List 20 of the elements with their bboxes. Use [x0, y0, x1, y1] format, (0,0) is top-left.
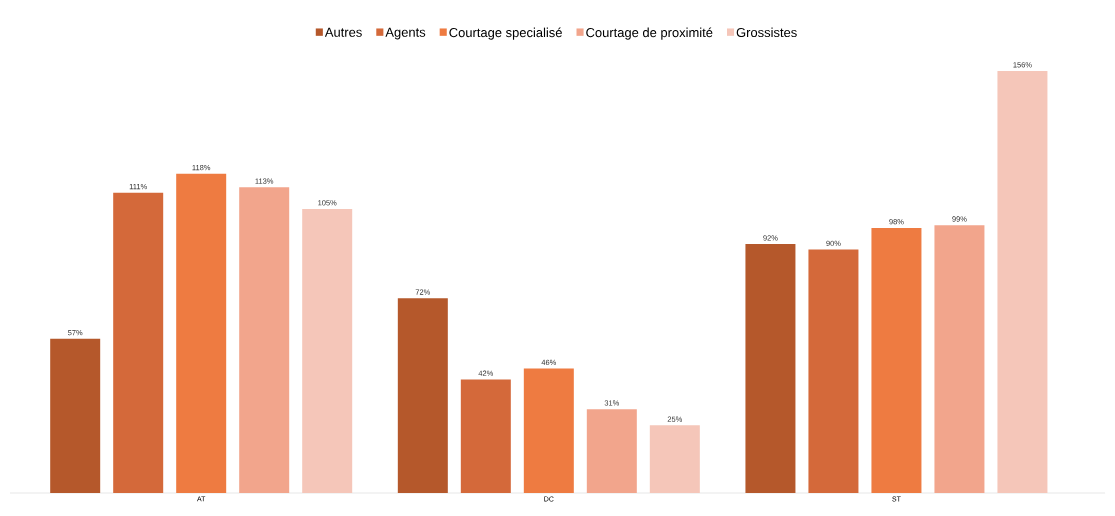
bar — [745, 244, 796, 493]
bar — [523, 368, 574, 493]
bar — [397, 298, 448, 493]
bar — [460, 379, 511, 493]
legend-label: Grossistes — [736, 27, 797, 38]
bar — [302, 208, 353, 493]
legend-label: Agents — [385, 27, 426, 40]
bar — [113, 192, 164, 493]
legend-label: Courtage de proximité — [586, 27, 713, 40]
bar — [871, 227, 922, 493]
legend-label: Courtage specialisé — [449, 27, 562, 40]
bar — [176, 173, 227, 493]
bar — [586, 409, 637, 493]
bar — [50, 338, 101, 493]
bar — [808, 249, 859, 493]
bar — [997, 70, 1048, 493]
bar — [649, 425, 700, 493]
bar — [239, 187, 290, 493]
bar — [934, 225, 985, 493]
legend-label: Autres — [324, 27, 362, 37]
